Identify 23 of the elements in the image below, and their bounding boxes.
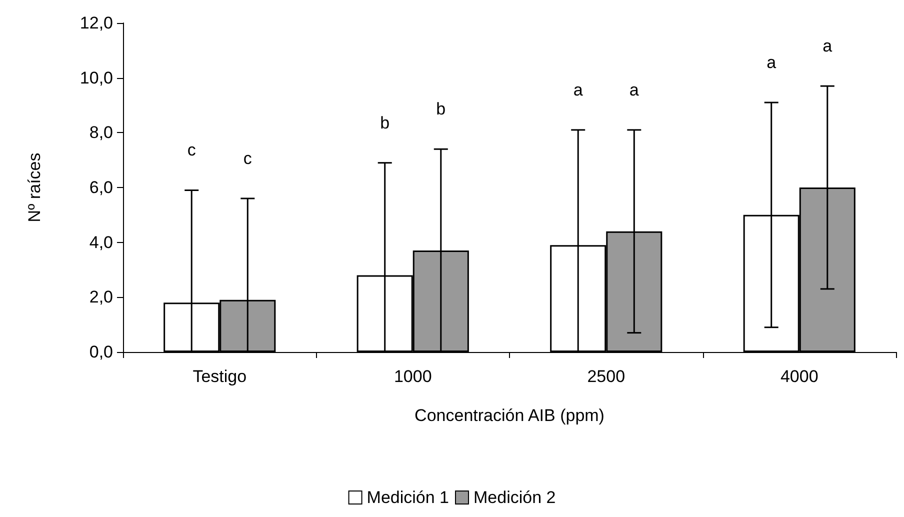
x-tick-label: Testigo xyxy=(192,367,247,386)
y-tick-label: 10,0 xyxy=(80,68,113,88)
annotation: c xyxy=(187,140,196,160)
y-tick-label: 12,0 xyxy=(80,14,113,32)
annotation: a xyxy=(822,36,833,56)
y-tick-label: 0,0 xyxy=(89,342,113,362)
x-tick-label: 1000 xyxy=(394,367,432,386)
x-axis-title: Concentración AIB (ppm) xyxy=(414,406,604,425)
y-tick-label: 4,0 xyxy=(89,232,113,252)
legend-label: Medición 1 xyxy=(366,488,450,507)
y-tick-label: 2,0 xyxy=(89,288,113,307)
x-tick-label: 2500 xyxy=(587,367,626,386)
annotation: a xyxy=(629,80,640,100)
y-axis-title: Nº raíces xyxy=(25,152,44,222)
annotation: b xyxy=(436,100,446,119)
annotation: c xyxy=(243,148,252,168)
annotation: a xyxy=(766,53,777,72)
y-tick-label: 6,0 xyxy=(89,178,113,197)
x-tick-label: 4000 xyxy=(780,367,818,386)
y-tick-label: 8,0 xyxy=(89,123,113,142)
legend-label: Medición 2 xyxy=(474,488,556,507)
annotation: a xyxy=(573,80,584,100)
annotation: b xyxy=(380,113,390,132)
